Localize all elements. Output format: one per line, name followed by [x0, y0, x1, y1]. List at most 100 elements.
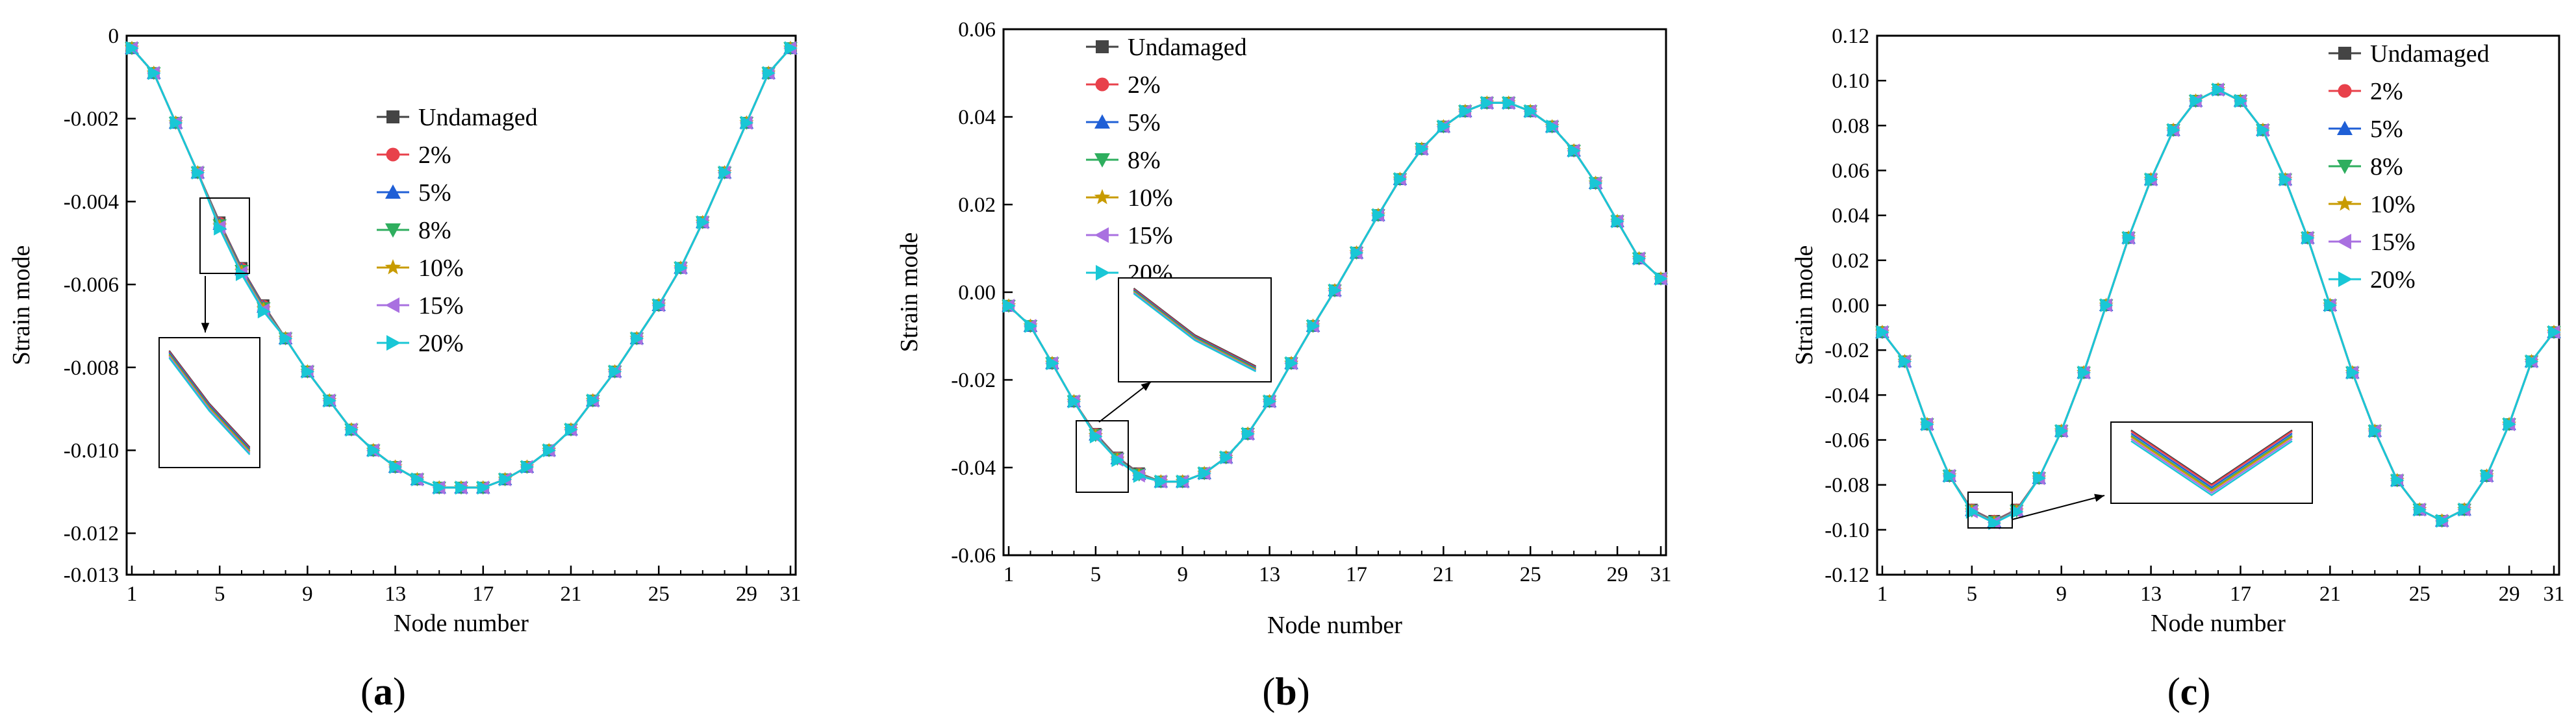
x-tick-label: 9 — [302, 582, 313, 606]
y-tick-label: -0.002 — [64, 108, 119, 131]
data-point — [2055, 423, 2069, 438]
x-tick-label: 13 — [1259, 563, 1280, 586]
y-tick-label: 0.10 — [1832, 69, 1869, 93]
data-point — [2190, 94, 2203, 108]
data-point — [2167, 123, 2180, 138]
legend-entry: 15% — [418, 292, 464, 319]
data-point — [2458, 502, 2471, 517]
data-point — [2279, 172, 2293, 187]
legend-entry: 20% — [2370, 266, 2416, 294]
chart-panel-a: 1 5 9 13 17 21 25 29 31 0 -0.002 -0.004 -0.006 -0.008… — [8, 25, 802, 713]
data-point — [433, 481, 446, 495]
y-axis-label: Strain mode — [1791, 245, 1818, 366]
legend-entry: 10% — [418, 255, 464, 282]
x-tick-label: 31 — [2544, 582, 2565, 606]
data-point — [1068, 394, 1081, 408]
data-point — [2324, 298, 2338, 312]
x-tick-label: 25 — [2409, 582, 2431, 606]
x-tick-label: 9 — [2056, 582, 2067, 606]
data-point — [147, 66, 161, 81]
y-tick-label: -0.006 — [64, 273, 119, 297]
y-tick-label: 0.04 — [958, 106, 996, 129]
y-tick-label: -0.06 — [951, 544, 996, 568]
y-tick-label: -0.004 — [64, 190, 119, 214]
y-tick-label: -0.008 — [64, 357, 119, 380]
y-tick-label: 0.02 — [1832, 249, 1869, 273]
data-point — [1003, 299, 1016, 313]
x-tick-label: 5 — [214, 582, 225, 606]
data-point — [1876, 325, 1889, 340]
data-point — [1481, 95, 1495, 110]
chart-panel-b: 1 5 9 13 17 21 25 29 31 0.06 0.04 0.02 0.00 -0.02 -0.0… — [896, 18, 1672, 713]
legend-marker — [1095, 77, 1109, 92]
legend-entry: 5% — [418, 179, 451, 207]
x-tick-label: 31 — [1650, 563, 1672, 586]
legend-entry: 5% — [2370, 116, 2403, 143]
y-tick-label: -0.04 — [951, 457, 996, 480]
data-point — [587, 394, 600, 408]
x-tick-label: 29 — [2499, 582, 2520, 606]
data-point — [2369, 423, 2382, 438]
data-point — [1263, 394, 1277, 408]
legend-entry: 2% — [2370, 78, 2403, 105]
data-point — [565, 422, 578, 437]
legend-marker — [385, 259, 401, 275]
data-point — [170, 116, 183, 130]
x-tick-label: 13 — [2140, 582, 2162, 606]
inset-series-line — [2130, 429, 2293, 486]
legend-marker — [385, 297, 399, 313]
legend-entry: Undamaged — [1128, 34, 1247, 61]
y-tick-label: -0.010 — [64, 439, 119, 462]
legend-marker — [1094, 153, 1110, 168]
legend-marker — [2337, 121, 2353, 135]
y-tick-label: 0.06 — [958, 18, 996, 42]
data-point — [763, 66, 776, 81]
data-point — [1024, 319, 1038, 333]
legend-marker — [385, 223, 401, 238]
legend-entry: 2% — [418, 142, 451, 169]
legend-marker — [2337, 234, 2351, 249]
legend-marker — [2338, 84, 2352, 98]
legend-marker — [2338, 47, 2351, 60]
data-point — [2548, 325, 2561, 340]
data-point — [1921, 417, 1934, 432]
legend-entry: 8% — [1128, 147, 1161, 174]
data-point — [214, 221, 227, 236]
x-tick-label: 21 — [1433, 563, 1454, 586]
data-point — [499, 472, 512, 486]
x-axis-label: Node number — [394, 610, 529, 637]
data-point — [2391, 473, 2405, 488]
data-point — [279, 331, 293, 345]
inset-series-line — [2130, 438, 2293, 494]
legend-marker — [1094, 189, 1111, 205]
x-tick-label: 5 — [1091, 563, 1102, 586]
legend-entry: 10% — [1128, 184, 1173, 212]
legend-marker — [386, 110, 399, 123]
legend-marker — [1094, 227, 1109, 243]
data-point — [1546, 119, 1559, 134]
data-point — [521, 460, 535, 474]
data-point — [2503, 417, 2516, 432]
y-tick-label: -0.013 — [64, 564, 119, 587]
legend-entry: 10% — [2370, 191, 2416, 218]
legend-entry: 8% — [2370, 153, 2403, 181]
data-point — [455, 481, 468, 495]
legend-entry: 5% — [1128, 109, 1161, 136]
inset-series-line — [2130, 436, 2293, 492]
x-tick-label: 31 — [780, 582, 802, 606]
data-point — [1589, 176, 1603, 190]
y-tick-label: -0.06 — [1825, 429, 1869, 453]
y-tick-label: 0.02 — [958, 194, 996, 217]
inset-series-line — [2130, 440, 2293, 497]
data-point — [367, 443, 381, 458]
legend-entry: 8% — [418, 217, 451, 244]
data-point — [1155, 474, 1168, 489]
y-tick-label: 0.06 — [1832, 160, 1869, 183]
legend-marker — [1096, 265, 1110, 281]
data-point — [1089, 429, 1103, 444]
data-point — [2256, 123, 2270, 138]
data-point — [411, 472, 425, 486]
x-tick-label: 29 — [1607, 563, 1628, 586]
data-point — [2525, 354, 2539, 369]
data-point — [1046, 356, 1059, 371]
